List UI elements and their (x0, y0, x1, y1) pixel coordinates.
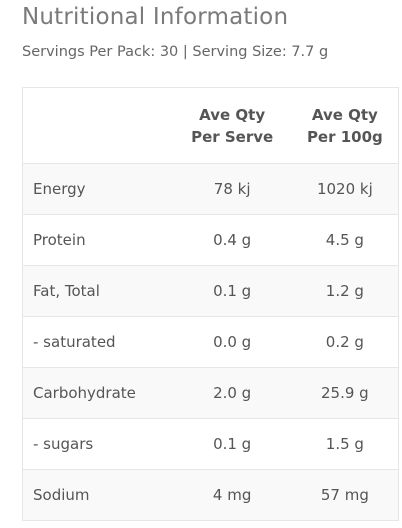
header-per-serve-line2: Per Serve (191, 127, 274, 146)
table-row: - saturated 0.0 g 0.2 g (22, 316, 399, 368)
per-serve-value: 2.0 g (172, 367, 292, 419)
per-100g-value: 25.9 g (291, 367, 399, 419)
header-per-100g-line2: Per 100g (306, 127, 383, 146)
table-row: Protein 0.4 g 4.5 g (22, 214, 399, 266)
header-nutrient (22, 87, 173, 164)
nutrient-name: Energy (22, 163, 173, 215)
header-per-serve-line1: Ave Qty (199, 105, 266, 124)
table-row: Fat, Total 0.1 g 1.2 g (22, 265, 399, 317)
nutrient-name: Carbohydrate (22, 367, 173, 419)
per-serve-value: 0.1 g (172, 265, 292, 317)
nutrient-name: Sodium (22, 469, 173, 521)
nutrition-table: Ave Qty Per Serve Ave Qty Per 100g Energ… (22, 87, 399, 521)
nutrient-name: - sugars (22, 418, 173, 470)
table-header-row: Ave Qty Per Serve Ave Qty Per 100g (22, 87, 399, 164)
table-row: Sodium 4 mg 57 mg (22, 469, 399, 521)
header-per-serve: Ave Qty Per Serve (172, 87, 292, 164)
per-100g-value: 0.2 g (291, 316, 399, 368)
per-100g-value: 1.2 g (291, 265, 399, 317)
per-serve-value: 0.1 g (172, 418, 292, 470)
servings-info: Servings Per Pack: 30 | Serving Size: 7.… (22, 44, 329, 60)
nutrient-name: Fat, Total (22, 265, 173, 317)
page-title: Nutritional Information (22, 4, 289, 30)
header-per-100g-line1: Ave Qty (311, 105, 378, 124)
per-serve-value: 0.4 g (172, 214, 292, 266)
per-100g-value: 57 mg (291, 469, 399, 521)
per-serve-value: 78 kj (172, 163, 292, 215)
per-100g-value: 1020 kj (291, 163, 399, 215)
per-100g-value: 1.5 g (291, 418, 399, 470)
table-row: - sugars 0.1 g 1.5 g (22, 418, 399, 470)
nutrient-name: - saturated (22, 316, 173, 368)
per-serve-value: 4 mg (172, 469, 292, 521)
per-serve-value: 0.0 g (172, 316, 292, 368)
nutrient-name: Protein (22, 214, 173, 266)
per-100g-value: 4.5 g (291, 214, 399, 266)
table-row: Carbohydrate 2.0 g 25.9 g (22, 367, 399, 419)
table-row: Energy 78 kj 1020 kj (22, 163, 399, 215)
header-per-100g: Ave Qty Per 100g (291, 87, 399, 164)
